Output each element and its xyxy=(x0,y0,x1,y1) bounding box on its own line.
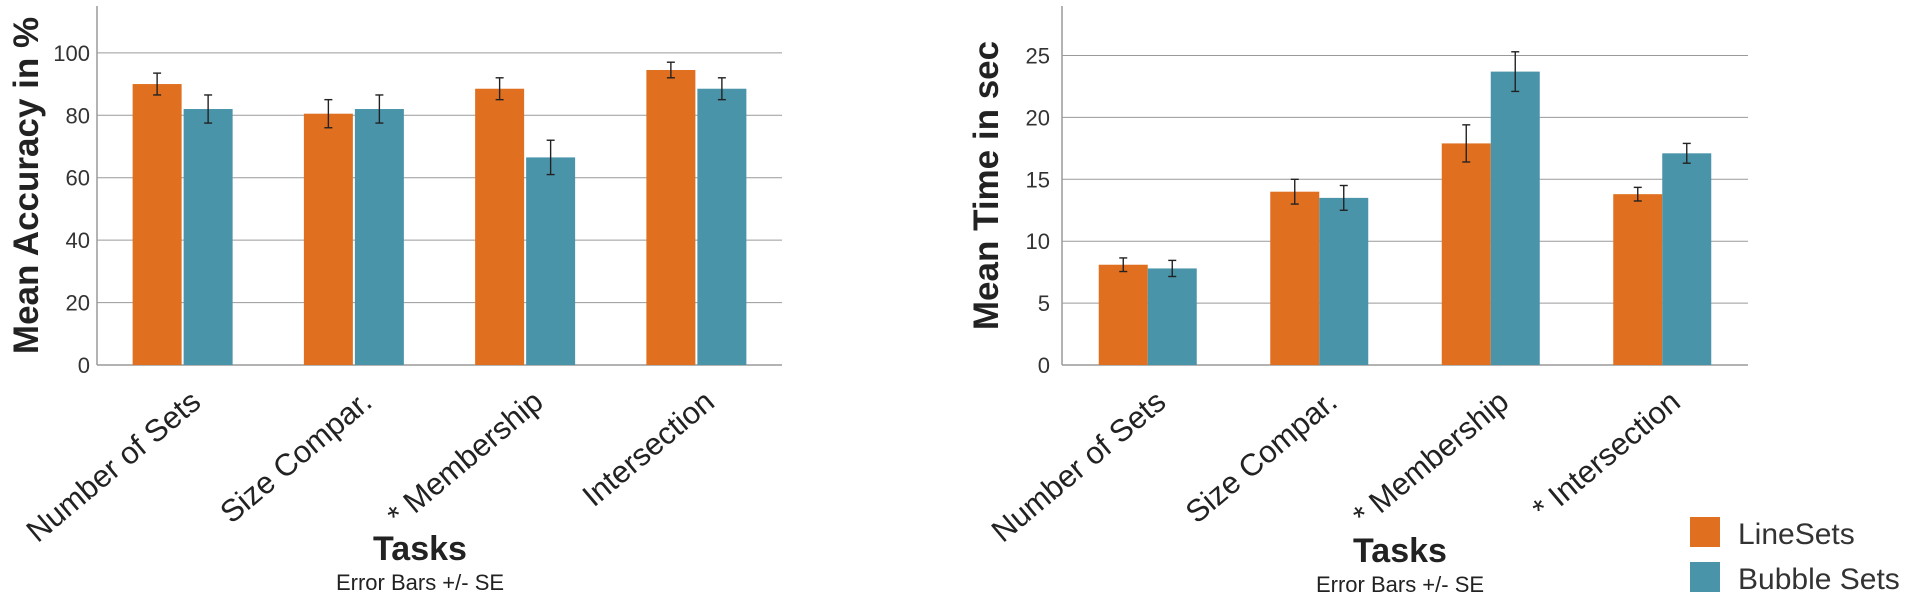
x-axis-title: Tasks xyxy=(1353,532,1447,570)
x-category-label: Intersection xyxy=(576,384,721,514)
error-bar xyxy=(1339,184,1348,211)
error-bar xyxy=(666,61,675,79)
y-tick-label: 0 xyxy=(78,353,90,378)
bar-linesets xyxy=(646,69,696,365)
error-bar xyxy=(1633,186,1642,202)
legend-item: LineSets xyxy=(1690,517,1855,551)
bar-bubble-sets xyxy=(526,157,576,365)
y-tick-label: 5 xyxy=(1038,291,1050,316)
legend-swatch xyxy=(1690,517,1720,547)
legend: LineSets Bubble Sets xyxy=(1690,517,1900,596)
legend-label: Bubble Sets xyxy=(1738,563,1900,596)
bar-bubble-sets xyxy=(1662,153,1712,365)
error-bar xyxy=(1462,124,1471,163)
bar-linesets xyxy=(1613,194,1663,365)
error-bar xyxy=(1119,257,1128,273)
bar-bubble-sets xyxy=(183,109,233,365)
bar-bubble-sets xyxy=(354,109,404,365)
bar-linesets xyxy=(303,113,353,365)
y-axis-title: Mean Accuracy in % xyxy=(7,17,46,354)
x-category-label: Number of Sets xyxy=(985,384,1172,549)
y-tick-label: 60 xyxy=(66,166,90,191)
error-bar xyxy=(1168,259,1177,278)
y-tick-label: 0 xyxy=(1038,353,1050,378)
bar-linesets xyxy=(475,88,525,366)
error-bar xyxy=(546,139,555,176)
x-axis-title: Tasks xyxy=(373,530,467,568)
error-bar xyxy=(375,94,384,124)
error-bar xyxy=(324,98,333,129)
x-category-label: * Membership xyxy=(381,384,550,534)
bar-linesets xyxy=(1270,191,1320,365)
y-tick-label: 20 xyxy=(66,291,90,316)
legend-item: Bubble Sets xyxy=(1690,562,1900,596)
bar-bubble-sets xyxy=(1147,268,1197,365)
y-tick-label: 40 xyxy=(66,228,90,253)
bar-linesets xyxy=(1441,143,1491,365)
error-bar xyxy=(153,72,162,96)
legend-label: LineSets xyxy=(1738,518,1855,551)
y-tick-label: 15 xyxy=(1026,167,1050,192)
error-bar-note: Error Bars +/- SE xyxy=(1316,572,1484,597)
error-bar xyxy=(717,77,726,101)
y-tick-label: 25 xyxy=(1026,44,1050,69)
x-category-label: Size Compar. xyxy=(1179,384,1344,530)
error-bar-note: Error Bars +/- SE xyxy=(336,570,504,595)
x-category-label: * Membership xyxy=(1346,384,1515,534)
accuracy-chart: 0 20 40 60 80 100 Number of Sets Size Compar. * … xyxy=(7,6,782,595)
y-tick-label: 20 xyxy=(1026,105,1050,130)
error-bar xyxy=(1290,178,1299,205)
error-bar xyxy=(1682,142,1691,164)
x-category-label: * Intersection xyxy=(1526,384,1687,527)
error-bar xyxy=(204,94,213,124)
error-bar xyxy=(495,77,504,101)
bar-bubble-sets xyxy=(1319,197,1369,365)
y-tick-label: 100 xyxy=(53,41,90,66)
y-axis-title: Mean Time in sec xyxy=(967,41,1006,330)
x-category-label: Number of Sets xyxy=(20,384,207,549)
bar-bubble-sets xyxy=(697,88,747,366)
legend-swatch xyxy=(1690,562,1720,592)
error-bar xyxy=(1511,51,1520,93)
bar-linesets xyxy=(132,84,182,365)
y-tick-label: 80 xyxy=(66,103,90,128)
bar-linesets xyxy=(1098,264,1148,365)
x-category-label: Size Compar. xyxy=(213,384,378,530)
bar-bubble-sets xyxy=(1490,71,1540,365)
y-tick-label: 10 xyxy=(1026,229,1050,254)
time-chart: 0 5 10 15 20 25 Number of Sets Size Compar. * Me… xyxy=(967,6,1748,597)
